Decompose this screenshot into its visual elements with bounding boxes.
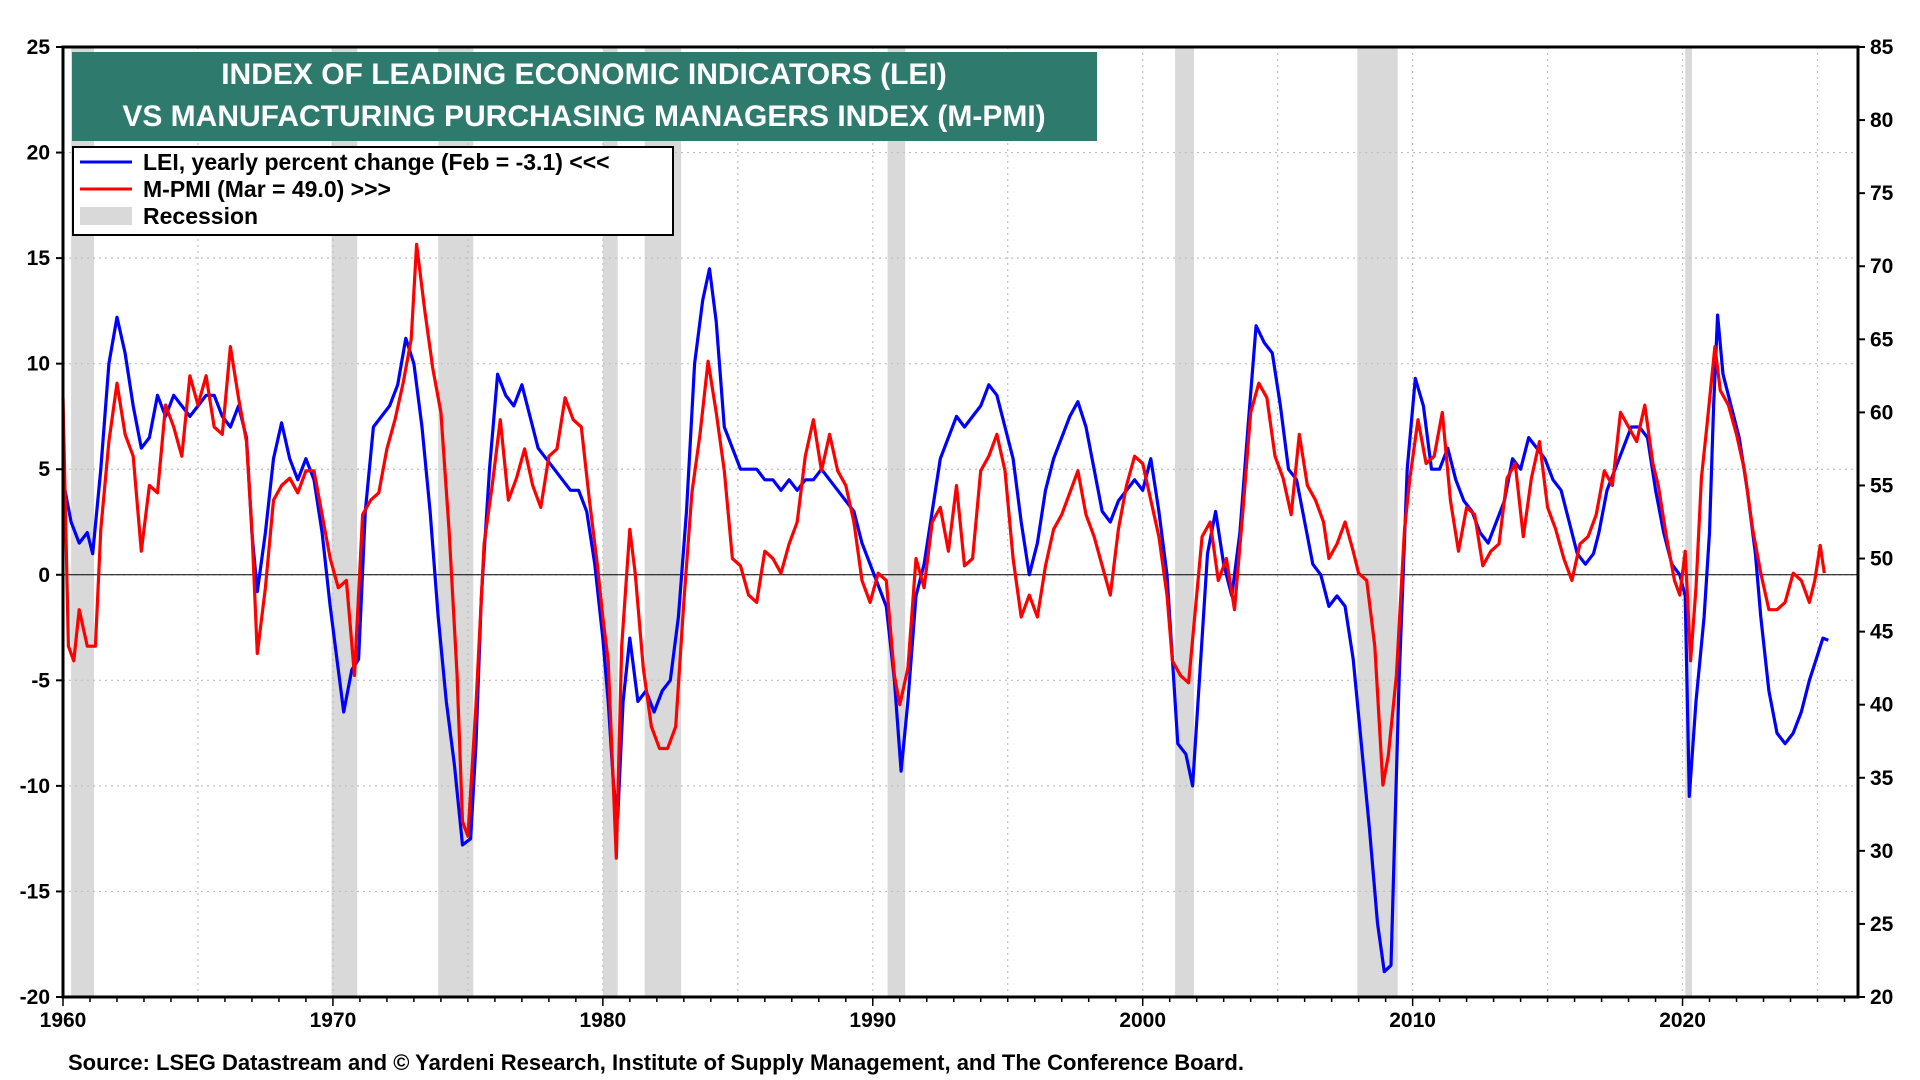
legend-swatch-recession (80, 207, 132, 225)
right-tick-label: 25 (1870, 913, 1894, 936)
left-axis: -20 -15 -10 -5 0 5 10 15 20 25 (20, 36, 63, 1009)
right-axis: 20 25 30 35 40 45 50 55 60 65 70 75 80 85 (1858, 36, 1894, 1009)
left-tick-label: -15 (20, 880, 51, 903)
title-line-1: INDEX OF LEADING ECONOMIC INDICATORS (LE… (221, 58, 947, 91)
right-tick-label: 50 (1870, 548, 1893, 571)
left-tick-label: 10 (27, 353, 50, 376)
x-tick-label: 1970 (310, 1009, 357, 1032)
right-tick-label: 55 (1870, 474, 1894, 497)
recession-band-8 (1685, 47, 1692, 997)
right-tick-label: 20 (1870, 986, 1893, 1009)
left-tick-label: -5 (31, 669, 50, 692)
recession-band-5 (887, 47, 906, 997)
source-note: Source: LSEG Datastream and © Yardeni Re… (68, 1050, 1244, 1075)
x-axis: 1960 1970 1980 1990 2000 2010 2020 (40, 997, 1846, 1032)
left-tick-label: -20 (20, 986, 50, 1009)
legend-box (72, 146, 674, 236)
x-tick-label: 2010 (1389, 1009, 1436, 1032)
legend: LEI, yearly percent change (Feb = -3.1) … (72, 146, 674, 236)
legend-label-lei: LEI, yearly percent change (Feb = -3.1) … (143, 149, 610, 175)
left-tick-label: 25 (27, 36, 51, 59)
x-tick-label: 1980 (579, 1009, 626, 1032)
x-tick-label: 1960 (40, 1009, 87, 1032)
recession-band-0 (71, 47, 95, 997)
recession-band-6 (1175, 47, 1194, 997)
right-tick-label: 85 (1870, 36, 1894, 59)
right-tick-label: 70 (1870, 255, 1893, 278)
grid (63, 46, 1858, 998)
x-tick-label: 2000 (1119, 1009, 1166, 1032)
title-line-2: VS MANUFACTURING PURCHASING MANAGERS IND… (122, 100, 1045, 133)
right-tick-label: 80 (1870, 109, 1893, 132)
legend-label-pmi: M-PMI (Mar = 49.0) >>> (143, 176, 391, 202)
right-tick-label: 35 (1870, 767, 1894, 790)
legend-label-recession: Recession (143, 203, 258, 229)
series-line-pmi (61, 242, 1826, 860)
right-tick-label: 75 (1870, 182, 1894, 205)
right-tick-label: 60 (1870, 401, 1893, 424)
x-tick-label: 2020 (1659, 1009, 1706, 1032)
left-tick-label: -10 (20, 775, 50, 798)
plot-frame (61, 45, 1860, 999)
left-tick-label: 15 (27, 247, 51, 270)
right-tick-label: 45 (1870, 621, 1894, 644)
left-tick-label: 5 (38, 458, 50, 481)
right-tick-label: 65 (1870, 328, 1894, 351)
left-tick-label: 0 (38, 564, 50, 587)
right-tick-label: 40 (1870, 694, 1893, 717)
recession-band-7 (1357, 47, 1398, 997)
chart-title: INDEX OF LEADING ECONOMIC INDICATORS (LE… (72, 52, 1097, 141)
x-tick-label: 1990 (849, 1009, 896, 1032)
series-line-lei (61, 267, 1829, 974)
recession-band-3 (602, 47, 618, 997)
right-tick-label: 30 (1870, 840, 1893, 863)
left-tick-label: 20 (27, 142, 50, 165)
title-box (72, 52, 1097, 141)
series-layer (61, 242, 1829, 974)
